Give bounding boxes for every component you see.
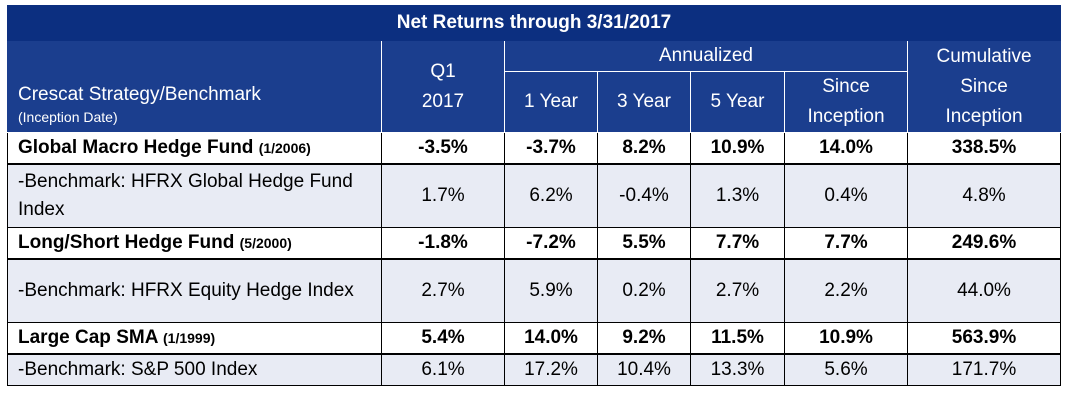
q1-2017-column-header: Q1 2017 bbox=[381, 40, 505, 133]
inception-date: (5/2000) bbox=[239, 235, 292, 251]
5-year-cell: 10.9% bbox=[690, 132, 785, 165]
cumulative-column-header: Cumulative Since Inception bbox=[906, 40, 1062, 133]
cumulative-cell: 563.9% bbox=[906, 322, 1062, 355]
table-row: -Benchmark: HFRX Global Hedge Fund Index… bbox=[7, 164, 1062, 228]
table-row: Long/Short Hedge Fund (5/2000) -1.8% -7.… bbox=[7, 227, 1062, 260]
q1-cell: -1.8% bbox=[381, 227, 505, 260]
1-year-cell: -7.2% bbox=[504, 227, 598, 260]
1-year-cell: 6.2% bbox=[504, 164, 598, 228]
strategy-column-header: Crescat Strategy/Benchmark (Inception Da… bbox=[7, 40, 382, 133]
cum-header-line2: Since bbox=[960, 75, 1008, 97]
q1-cell: 1.7% bbox=[381, 164, 505, 228]
q1-cell: 2.7% bbox=[381, 259, 505, 323]
1-year-cell: 17.2% bbox=[504, 354, 598, 386]
3-year-cell: 5.5% bbox=[597, 227, 691, 260]
table-row: Large Cap SMA (1/1999) 5.4% 14.0% 9.2% 1… bbox=[7, 322, 1062, 355]
q1-cell: 6.1% bbox=[381, 354, 505, 386]
since-header-line1: Since bbox=[822, 76, 870, 97]
inception-date: (1/2006) bbox=[258, 140, 311, 156]
since-inception-column-header: Since Inception bbox=[784, 71, 908, 133]
1-year-cell: 5.9% bbox=[504, 259, 598, 323]
q1-cell: 5.4% bbox=[381, 322, 505, 355]
table-row: Global Macro Hedge Fund (1/2006) -3.5% -… bbox=[7, 132, 1062, 165]
row-label: Large Cap SMA (1/1999) bbox=[7, 322, 382, 355]
5-year-column-header: 5 Year bbox=[690, 71, 785, 133]
row-label: -Benchmark: S&P 500 Index bbox=[7, 354, 382, 386]
3-year-cell: 8.2% bbox=[597, 132, 691, 165]
3-year-cell: -0.4% bbox=[597, 164, 691, 228]
1-year-cell: 14.0% bbox=[504, 322, 598, 355]
1-year-column-header: 1 Year bbox=[504, 71, 598, 133]
row-label: -Benchmark: HFRX Global Hedge Fund Index bbox=[7, 164, 382, 228]
table-row: -Benchmark: S&P 500 Index 6.1% 17.2% 10.… bbox=[7, 354, 1062, 386]
annualized-group-header: Annualized bbox=[504, 40, 908, 72]
row-label: Global Macro Hedge Fund (1/2006) bbox=[7, 132, 382, 165]
3-year-cell: 10.4% bbox=[597, 354, 691, 386]
3-year-cell: 9.2% bbox=[597, 322, 691, 355]
1-year-cell: -3.7% bbox=[504, 132, 598, 165]
cum-header-line3: Inception bbox=[945, 105, 1023, 127]
since-inception-cell: 5.6% bbox=[784, 354, 908, 386]
5-year-cell: 1.3% bbox=[690, 164, 785, 228]
since-inception-cell: 10.9% bbox=[784, 322, 908, 355]
5-year-cell: 7.7% bbox=[690, 227, 785, 260]
table-row: -Benchmark: HFRX Equity Hedge Index 2.7%… bbox=[7, 259, 1062, 323]
inception-date-label: (Inception Date) bbox=[18, 109, 118, 125]
since-inception-cell: 0.4% bbox=[784, 164, 908, 228]
inception-date: (1/1999) bbox=[163, 330, 216, 346]
cumulative-cell: 44.0% bbox=[906, 259, 1062, 323]
3-year-cell: 0.2% bbox=[597, 259, 691, 323]
q1-header-line2: 2017 bbox=[421, 90, 465, 112]
cum-header-line1: Cumulative bbox=[936, 45, 1032, 67]
5-year-cell: 11.5% bbox=[690, 322, 785, 355]
since-inception-cell: 14.0% bbox=[784, 132, 908, 165]
cumulative-cell: 338.5% bbox=[906, 132, 1062, 165]
row-label: -Benchmark: HFRX Equity Hedge Index bbox=[7, 259, 382, 323]
since-header-line2: Inception bbox=[807, 106, 885, 127]
3-year-column-header: 3 Year bbox=[597, 71, 691, 133]
q1-cell: -3.5% bbox=[381, 132, 505, 165]
cumulative-cell: 4.8% bbox=[906, 164, 1062, 228]
net-returns-table: Net Returns through 3/31/2017 Crescat St… bbox=[6, 5, 1062, 386]
q1-header-line1: Q1 bbox=[430, 60, 456, 82]
5-year-cell: 13.3% bbox=[690, 354, 785, 386]
since-inception-cell: 7.7% bbox=[784, 227, 908, 260]
cumulative-cell: 171.7% bbox=[906, 354, 1062, 386]
strategy-header-label: Crescat Strategy/Benchmark bbox=[18, 84, 261, 105]
5-year-cell: 2.7% bbox=[690, 259, 785, 323]
row-label: Long/Short Hedge Fund (5/2000) bbox=[7, 227, 382, 260]
returns-table-container: Net Returns through 3/31/2017 Crescat St… bbox=[6, 5, 1062, 386]
since-inception-cell: 2.2% bbox=[784, 259, 908, 323]
table-title: Net Returns through 3/31/2017 bbox=[6, 5, 1062, 41]
cumulative-cell: 249.6% bbox=[906, 227, 1062, 260]
